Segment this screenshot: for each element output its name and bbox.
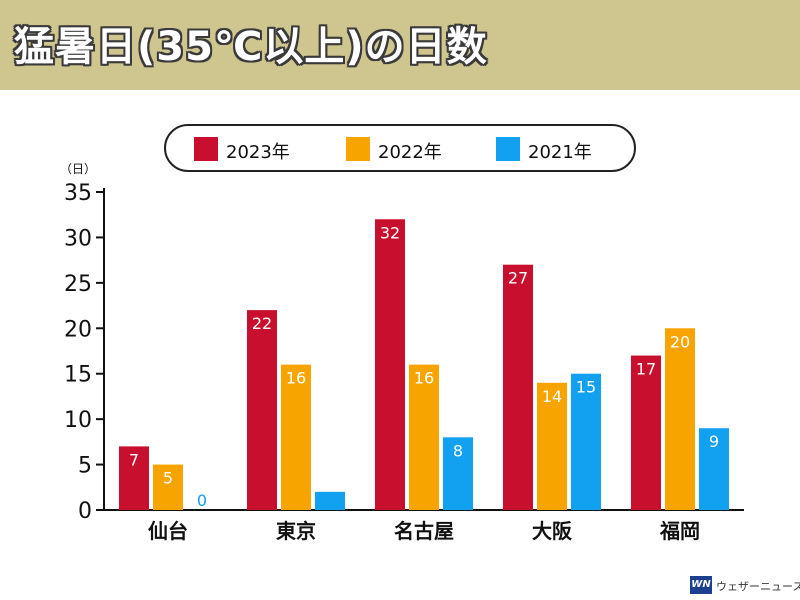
bar-value-label: 15 [576, 378, 596, 397]
bar-value-label: 7 [129, 450, 139, 469]
bar [247, 310, 277, 510]
bar-value-label: 8 [453, 441, 463, 460]
y-tick-label: 15 [64, 363, 92, 388]
bar-value-label: 0 [197, 491, 207, 510]
legend: 2023年 2022年 2021年 [164, 124, 636, 172]
y-tick-label: 5 [78, 454, 92, 479]
bar [699, 428, 729, 510]
y-tick-label: 20 [64, 317, 92, 342]
bar-value-label: 9 [709, 432, 719, 451]
bar [375, 219, 405, 510]
bar-value-label: 27 [508, 269, 528, 288]
bar-value-label: 14 [542, 387, 562, 406]
bar-value-label: 32 [380, 223, 400, 242]
bar [665, 328, 695, 510]
bar [631, 355, 661, 510]
legend-label-2022: 2022年 [378, 142, 442, 163]
x-category-label: 大阪 [532, 519, 573, 543]
legend-swatch-2021 [496, 137, 520, 161]
y-tick-label: 10 [64, 408, 92, 433]
y-tick-label: 25 [64, 272, 92, 297]
legend-label-2021: 2021年 [528, 142, 592, 163]
y-tick-label: 30 [64, 226, 92, 251]
bar-value-label: 20 [670, 332, 690, 351]
legend-swatch-2022 [346, 137, 370, 161]
x-category-label: 名古屋 [394, 519, 454, 543]
y-tick-label: 0 [78, 499, 92, 524]
legend-swatch-2023 [194, 137, 218, 161]
bar-value-label: 17 [636, 360, 656, 379]
y-axis-unit-label: （日） [60, 162, 97, 176]
x-category-label: 東京 [276, 519, 316, 543]
x-category-label: 福岡 [659, 519, 700, 543]
bar [443, 437, 473, 510]
bar-value-label: 16 [286, 369, 306, 388]
bar [503, 264, 533, 510]
bar [281, 364, 311, 510]
bar [153, 464, 183, 510]
bar [315, 491, 345, 510]
bar [119, 446, 149, 510]
weathernews-logo-icon: WN [690, 576, 712, 594]
bar [537, 382, 567, 510]
bar [571, 373, 601, 510]
bar-value-label: 2 [325, 491, 335, 510]
title-bar: 猛暑日(35℃以上)の日数 [0, 0, 800, 90]
x-category-label: 仙台 [148, 519, 188, 543]
bar-value-label: 16 [414, 369, 434, 388]
bar-value-label: 5 [163, 469, 173, 488]
bar [409, 364, 439, 510]
bar-value-label: 22 [252, 314, 272, 333]
page-title: 猛暑日(35℃以上)の日数 [14, 24, 488, 70]
legend-label-2023: 2023年 [226, 142, 290, 163]
y-tick-label: 35 [64, 181, 92, 206]
watermark-text: ウェザーニュース [716, 580, 800, 593]
